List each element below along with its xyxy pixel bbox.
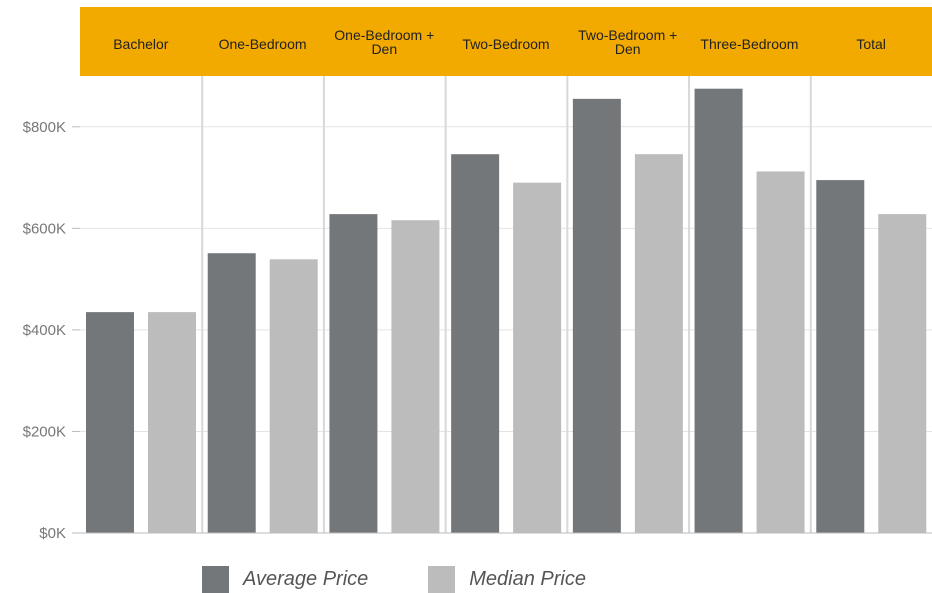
bar-median [878, 214, 927, 534]
bar-median [634, 154, 683, 533]
category-header: Total [856, 36, 886, 52]
category-header: One-Bedroom + Den [334, 27, 434, 57]
bar-average [86, 312, 134, 533]
legend-swatch-average [202, 566, 229, 593]
bar-median [756, 171, 805, 533]
legend-label-median: Median Price [469, 568, 586, 590]
bar-average [816, 180, 865, 533]
bar-median [391, 220, 440, 533]
category-header: Two-Bedroom + Den [578, 27, 677, 57]
bar-median [148, 312, 196, 533]
legend-item-median: Median Price [428, 566, 586, 593]
legend-item-average: Average Price [202, 566, 368, 593]
category-header: Three-Bedroom [700, 36, 798, 52]
y-tick-label: $400K [23, 322, 66, 339]
y-tick-label: $0K [39, 525, 66, 542]
bar-average [329, 214, 378, 534]
y-axis-ticks: $0K $200K $400K $600K $800K [23, 119, 80, 542]
bar-median [269, 259, 318, 533]
category-separators [201, 76, 812, 533]
y-tick-label: $200K [23, 423, 66, 440]
category-header: One-Bedroom [219, 36, 307, 52]
bar-average [207, 253, 256, 533]
bar-median [513, 182, 562, 533]
bars [86, 88, 927, 534]
bar-average [572, 98, 621, 533]
legend: Average Price Median Price [202, 566, 646, 593]
y-tick-label: $600K [23, 220, 66, 237]
category-header: Bachelor [113, 36, 169, 52]
category-header-band [80, 7, 932, 76]
bar-average [451, 154, 500, 533]
category-headers: Bachelor One-Bedroom One-Bedroom + Den Two-B… [113, 27, 886, 57]
bar-average [694, 88, 743, 533]
legend-label-average: Average Price [243, 568, 369, 590]
y-tick-label: $800K [23, 119, 66, 136]
legend-swatch-median [428, 566, 456, 593]
category-header: Two-Bedroom [462, 36, 549, 52]
